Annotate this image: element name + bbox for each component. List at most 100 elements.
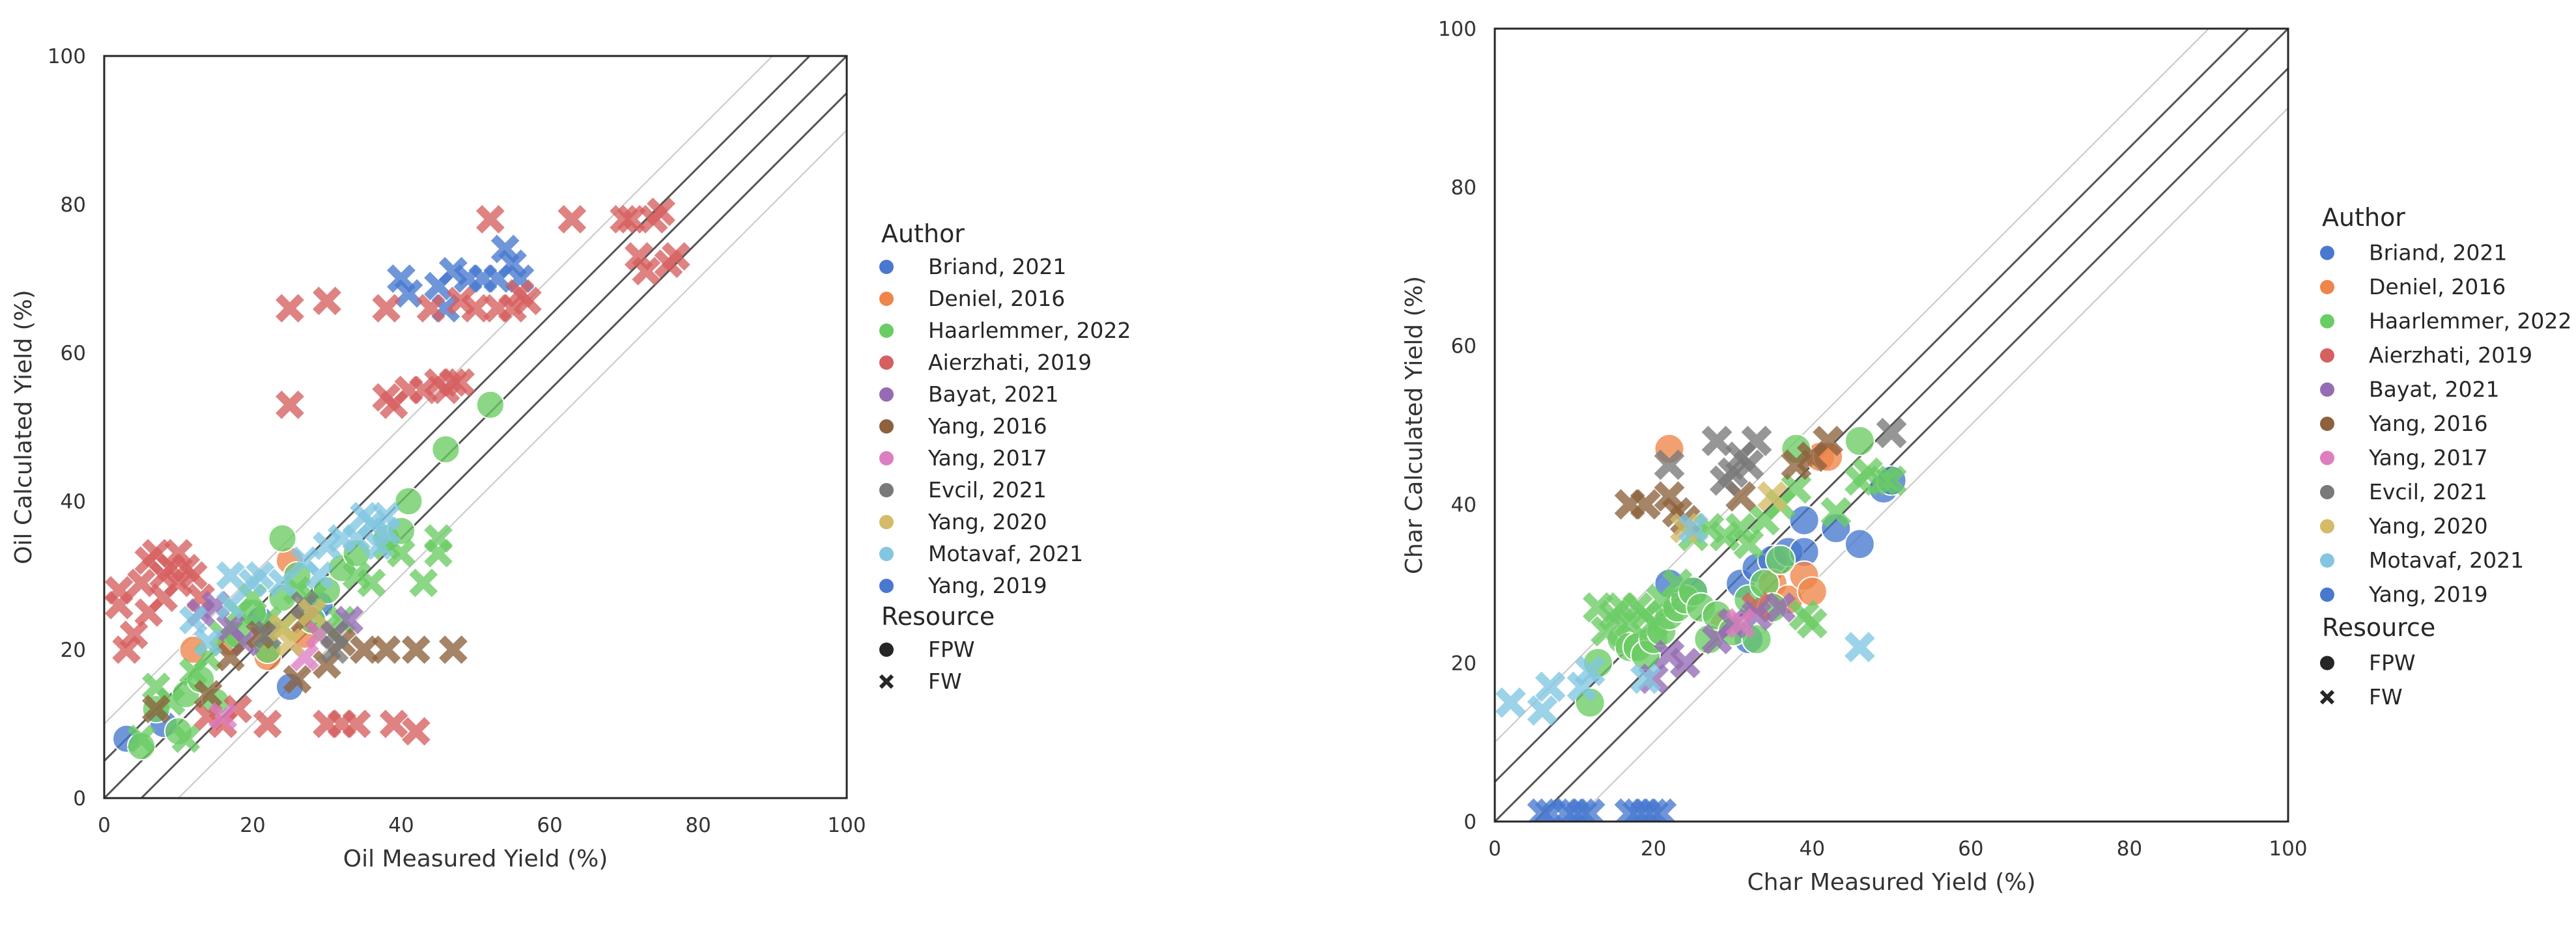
- point-aierzhati-2019-fw-47: [617, 204, 646, 234]
- point-bayat-2021-fw-4: [1717, 608, 1748, 639]
- y-tick-label: 100: [48, 45, 86, 68]
- point-aierzhati-2019-fw-33: [416, 294, 446, 323]
- point-haarlemmer-2022-fpw-19: [431, 435, 460, 464]
- point-evcil-2021-fw-6: [1741, 425, 1772, 456]
- point-haarlemmer-2022-fpw-0: [126, 732, 156, 761]
- y-tick-label: 0: [73, 787, 86, 810]
- point-aierzhati-2019-fw-44: [513, 286, 542, 316]
- x-tick-label: 60: [537, 814, 562, 837]
- reference-line-plus-5: [1495, 29, 2250, 783]
- legend-label-briand-2021: Briand, 2021: [2369, 240, 2507, 266]
- point-motavaf-2021-fw-3: [1566, 671, 1598, 702]
- x-tick-label: 20: [240, 814, 265, 837]
- legend-label-deniel-2016: Deniel, 2016: [928, 286, 1065, 311]
- point-motavaf-2021-fw-0: [1495, 687, 1526, 718]
- point-briand-2021-fw-4: [1566, 798, 1598, 822]
- point-motavaf-2021-fw-7: [1844, 631, 1875, 663]
- point-haarlemmer-2022-fw-15: [342, 561, 371, 590]
- point-haarlemmer-2022-fpw-13: [312, 575, 342, 605]
- point-aierzhati-2019-fw-51: [647, 197, 675, 227]
- point-haarlemmer-2022-fw-14: [327, 605, 356, 635]
- point-evcil-2021-fw-3: [320, 620, 349, 650]
- reference-lines: [104, 56, 847, 798]
- point-aierzhati-2019-fw-53: [661, 242, 690, 271]
- point-briand-2021-fpw-7: [1789, 505, 1820, 536]
- legend: Author Briand, 2021 Deniel, 2016 Haarlemmer…: [2319, 203, 2571, 710]
- point-aierzhati-2019-fw-49: [632, 256, 661, 286]
- legend-marker-motavaf-2021: [879, 547, 894, 561]
- point-yang-2016-fw-6: [1781, 449, 1812, 480]
- legend-marker-bayat-2021: [2320, 382, 2334, 397]
- reference-lines: [1495, 29, 2288, 822]
- legend-label-yang-2020: Yang, 2020: [2368, 514, 2488, 539]
- point-motavaf-2021-fw-1: [193, 628, 223, 657]
- legend-label-bayat-2021: Bayat, 2021: [928, 381, 1059, 407]
- point-haarlemmer-2022-fw-4: [1614, 608, 1645, 639]
- point-evcil-2021-fw-5: [1733, 449, 1764, 480]
- legend-marker-fpw: [879, 643, 894, 657]
- point-aierzhati-2019-fw-29: [379, 710, 408, 738]
- point-yang-2020-fw-2: [298, 598, 327, 627]
- legend-label-bayat-2021: Bayat, 2021: [2369, 377, 2500, 402]
- point-haarlemmer-2022-fw-3: [171, 724, 201, 753]
- point-aierzhati-2019-fw-12: [164, 538, 193, 568]
- reference-line-minus-5: [1533, 67, 2288, 822]
- legend-label-yang-2017: Yang, 2017: [927, 445, 1047, 471]
- legend-marker-fpw: [2320, 656, 2334, 671]
- point-aierzhati-2019-fw-39: [461, 294, 490, 323]
- point-briand-2021-fw-9: [1638, 798, 1669, 822]
- data-points: [104, 197, 690, 761]
- point-aierzhati-2019-fw-26: [372, 294, 401, 323]
- legend-marker-motavaf-2021: [2320, 553, 2334, 568]
- reference-line-minus-10: [177, 130, 847, 798]
- point-motavaf-2021-fw-14: [364, 531, 393, 560]
- x-tick-label: 60: [1958, 837, 1983, 861]
- legend: Author Briand, 2021 Deniel, 2016 Haarlemmer…: [879, 219, 1131, 694]
- point-yang-2016-fw-2: [216, 643, 245, 672]
- legend-marker-deniel-2016: [879, 292, 894, 306]
- point-aierzhati-2019-fw-1: [104, 590, 134, 620]
- point-haarlemmer-2022-fw-20: [1820, 497, 1852, 528]
- point-yang-2016-fw-4: [283, 665, 312, 694]
- point-evcil-2021-fw-1: [1701, 425, 1733, 456]
- point-aierzhati-2019-fw-36: [438, 368, 468, 397]
- point-briand-2021-fw-0: [1527, 798, 1558, 822]
- legend-marker-deniel-2016: [2320, 280, 2334, 294]
- legend-marker-haarlemmer-2022: [2320, 314, 2334, 329]
- point-yang-2020-fw-1: [276, 628, 304, 657]
- tick-labels: 0 20 40 60 80 100 0 20 40 60 80 100: [48, 45, 866, 837]
- plot-frame: [1493, 27, 2289, 823]
- point-haarlemmer-2022-fpw-20: [1764, 544, 1796, 575]
- point-yang-2017-fw-0: [208, 702, 238, 731]
- point-yang-2016-fw-11: [438, 635, 468, 664]
- legend-label-evcil-2021: Evcil, 2021: [2369, 479, 2487, 505]
- point-aierzhati-2019-fw-40: [475, 204, 505, 234]
- point-haarlemmer-2022-fw-16: [357, 568, 386, 598]
- point-motavaf-2021-fw-3: [216, 561, 245, 590]
- point-motavaf-2021-fw-6: [268, 568, 297, 598]
- point-yang-2016-fw-8: [1813, 425, 1843, 456]
- legend-label-deniel-2016: Deniel, 2016: [2369, 274, 2506, 299]
- point-haarlemmer-2022-fpw-18: [394, 486, 423, 516]
- point-haarlemmer-2022-fw-2: [156, 687, 186, 716]
- point-yang-2016-fw-1: [193, 680, 223, 709]
- y-tick-label: 80: [1451, 176, 1477, 200]
- point-yang-2020-fw-0: [1669, 512, 1701, 544]
- point-aierzhati-2019-fw-4: [127, 568, 156, 598]
- point-aierzhati-2019-fw-18: [223, 695, 253, 724]
- point-deniel-2016-fpw-0: [178, 635, 208, 665]
- point-haarlemmer-2022-fpw-20: [475, 390, 505, 419]
- legend-title-author: Author: [2322, 203, 2405, 232]
- point-aierzhati-2019-fw-11: [164, 568, 193, 598]
- point-motavaf-2021-fw-1: [1527, 695, 1558, 726]
- legend-label-yang-2016: Yang, 2016: [2368, 411, 2488, 436]
- point-haarlemmer-2022-fw-22: [1852, 457, 1883, 488]
- tick-labels: 0 20 40 60 80 100 0 20 40 60 80 100: [1438, 18, 2308, 861]
- legend-title-author: Author: [881, 219, 965, 248]
- y-tick-label: 20: [1451, 652, 1477, 675]
- point-briand-2021-fw-1: [394, 279, 423, 308]
- legend-label-fpw: FPW: [2369, 650, 2416, 676]
- y-tick-label: 20: [61, 639, 86, 662]
- point-yang-2016-fw-3: [246, 620, 275, 650]
